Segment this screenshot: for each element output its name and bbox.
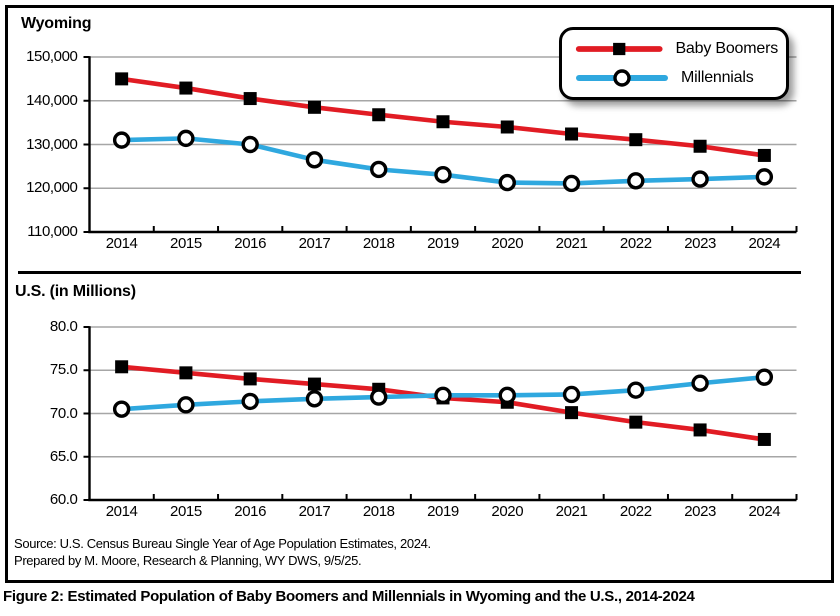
baby-boomers-square-marker (372, 108, 386, 122)
y-tick-label: 60.0 (49, 491, 78, 508)
millennials-circle-marker (112, 400, 131, 418)
x-tick-label: 2015 (170, 503, 202, 520)
y-tick-label: 150,000 (26, 48, 78, 65)
y-tick-label: 140,000 (26, 91, 78, 109)
baby-boomers-square-marker (757, 432, 771, 446)
x-tick-label: 2019 (427, 503, 459, 520)
source-line-1: Source: U.S. Census Bureau Single Year o… (14, 536, 431, 551)
section-divider (18, 271, 801, 274)
x-tick-label: 2016 (234, 503, 267, 520)
baby-boomers-square-marker (179, 366, 193, 380)
baby-boomers-square-marker (757, 148, 771, 162)
legend: Baby Boomers Millennials (559, 27, 789, 100)
figure-caption: Figure 2: Estimated Population of Baby B… (3, 588, 695, 605)
x-tick-label: 2017 (298, 235, 331, 252)
millennials-circle-marker (562, 385, 581, 404)
millennials-circle-marker (370, 388, 388, 406)
baby-boomers-square-marker (629, 415, 643, 429)
legend-item-baby-boomers: Baby Boomers (574, 36, 778, 62)
millennials-circle-marker (112, 131, 131, 149)
millennials-circle-marker (241, 392, 259, 411)
x-tick-label: 2017 (298, 503, 331, 520)
baby-boomers-square-marker (436, 115, 450, 129)
baby-boomers-square-marker (565, 127, 579, 141)
y-tick-label: 130,000 (26, 135, 78, 153)
baby-boomers-square-marker (307, 100, 321, 114)
millennials-circle-marker (498, 386, 516, 405)
x-tick-label: 2014 (105, 235, 138, 252)
millennials-circle-marker (627, 172, 645, 190)
baby-boomers-square-marker (115, 360, 129, 374)
baby-boomers-square-marker (243, 92, 257, 106)
wyoming-chart-title: Wyoming (21, 15, 92, 32)
legend-circle-marker (613, 69, 631, 87)
x-tick-label: 2016 (234, 235, 267, 252)
millennials-circle-marker (434, 165, 452, 184)
us-chart-title: U.S. (in Millions) (15, 283, 136, 300)
millennials-circle-marker (627, 381, 645, 399)
x-tick-label: 2022 (619, 503, 652, 520)
baby-boomers-square-marker (243, 372, 257, 386)
baby-boomers-square-marker (307, 377, 321, 391)
y-tick-label: 110,000 (27, 223, 78, 240)
legend-label: Millennials (681, 68, 754, 86)
x-tick-label: 2023 (684, 235, 716, 252)
x-tick-label: 2018 (362, 235, 395, 252)
baby-boomers-square-marker (693, 423, 707, 437)
millennials-circle-marker (691, 170, 709, 188)
baby-boomers-legend-sample (575, 43, 663, 56)
x-tick-label: 2014 (105, 503, 138, 520)
baby-boomers-square-marker (179, 81, 193, 95)
millennials-circle-marker (305, 390, 324, 408)
x-tick-label: 2015 (170, 235, 202, 252)
x-tick-label: 2024 (748, 503, 781, 520)
x-tick-label: 2021 (555, 503, 588, 520)
millennials-circle-marker (305, 151, 324, 169)
millennials-circle-marker (691, 374, 709, 392)
x-tick-label: 2020 (491, 235, 524, 252)
source-line-2: Prepared by M. Moore, Research & Plannin… (14, 553, 362, 568)
baby-boomers-square-marker (500, 120, 514, 134)
baby-boomers-square-marker (629, 133, 643, 147)
y-tick-label: 70.0 (49, 404, 78, 422)
x-tick-label: 2018 (362, 503, 395, 520)
baby-boomers-square-marker (115, 72, 129, 86)
millennials-circle-marker (755, 368, 774, 386)
millennials-circle-marker (755, 168, 774, 186)
millennials-legend-sample (576, 69, 668, 87)
y-tick-label: 65.0 (49, 447, 78, 465)
millennials-circle-marker (434, 386, 452, 405)
x-tick-label: 2022 (619, 235, 652, 252)
millennials-circle-marker (562, 174, 581, 193)
y-tick-label: 120,000 (26, 179, 78, 197)
millennials-circle-marker (241, 135, 259, 154)
x-tick-label: 2023 (684, 503, 716, 520)
millennials-circle-marker (177, 129, 195, 148)
legend-label: Baby Boomers (675, 40, 778, 58)
millennials-circle-marker (177, 396, 195, 414)
y-tick-label: 75.0 (49, 361, 78, 379)
x-tick-label: 2024 (748, 235, 781, 252)
legend-square-marker (613, 43, 626, 56)
millennials-circle-marker (370, 160, 388, 179)
baby-boomers-square-marker (565, 406, 579, 420)
y-tick-label: 80.0 (49, 318, 78, 335)
x-tick-label: 2021 (555, 235, 588, 252)
x-tick-label: 2019 (427, 235, 459, 252)
millennials-circle-marker (498, 173, 516, 192)
legend-item-millennials: Millennials (574, 65, 778, 91)
baby-boomers-square-marker (693, 139, 707, 153)
x-tick-label: 2020 (491, 503, 524, 520)
